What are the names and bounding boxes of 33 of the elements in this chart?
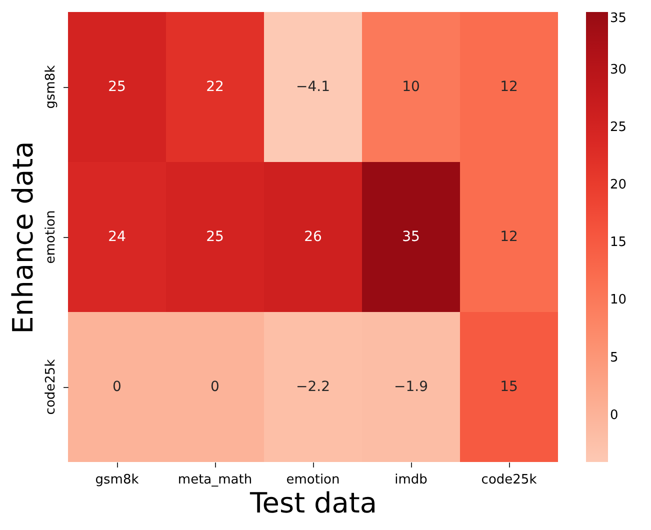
data-label: −4.1 bbox=[296, 79, 330, 95]
x-axis-title: Test data bbox=[248, 486, 378, 520]
data-label: 12 bbox=[500, 229, 518, 245]
y-tick-label: emotion bbox=[44, 210, 58, 264]
color-bar-label: 20 bbox=[610, 178, 627, 193]
data-label: 12 bbox=[500, 79, 518, 95]
color-bar-label: 35 bbox=[610, 11, 627, 26]
y-tick-label: gsm8k bbox=[44, 64, 58, 109]
color-bar-label: 10 bbox=[610, 292, 627, 308]
color-bar-label: 25 bbox=[610, 120, 627, 136]
data-label: 0 bbox=[210, 379, 220, 395]
y-axis-title: Enhance data bbox=[6, 141, 40, 334]
data-label: 25 bbox=[206, 229, 224, 245]
x-tick-label: meta_math bbox=[178, 472, 252, 488]
data-label: 10 bbox=[402, 79, 420, 95]
x-tick-label: emotion bbox=[286, 472, 340, 488]
color-bar-label: 30 bbox=[610, 62, 627, 78]
color-bar-label: 15 bbox=[610, 235, 627, 250]
data-label: 0 bbox=[112, 379, 122, 395]
data-label: 15 bbox=[500, 379, 518, 395]
data-label: 35 bbox=[402, 229, 420, 245]
data-label: 24 bbox=[108, 229, 126, 245]
data-label: 25 bbox=[108, 79, 126, 95]
data-label: 22 bbox=[206, 79, 224, 95]
x-tick-label: code25k bbox=[481, 472, 538, 488]
color-bar-label: 5 bbox=[610, 350, 618, 366]
x-tick-label: imdb bbox=[394, 472, 428, 488]
data-label: −2.2 bbox=[296, 379, 330, 395]
data-label: 26 bbox=[304, 229, 322, 245]
y-tick-label: code25k bbox=[44, 358, 58, 415]
data-label: −1.9 bbox=[394, 379, 428, 395]
x-tick-label: gsm8k bbox=[95, 472, 140, 488]
color-bar-label: 0 bbox=[610, 408, 618, 423]
